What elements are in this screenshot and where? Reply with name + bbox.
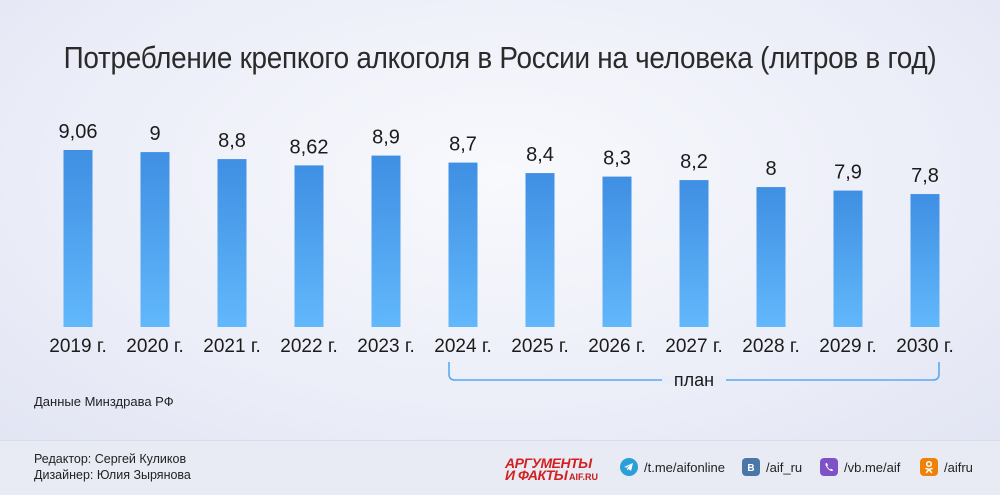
telegram-icon (620, 458, 638, 476)
value-label-11: 7,9 (834, 162, 862, 184)
category-label-4: 2022 г. (280, 336, 337, 357)
viber-icon (820, 458, 838, 476)
chart-title: Потребление крепкого алкоголя в России н… (63, 40, 937, 75)
bar-8 (602, 176, 632, 327)
odnoklassniki-icon (920, 458, 938, 476)
social-vk[interactable]: B /aif_ru (742, 457, 802, 477)
category-label-12: 2030 г. (896, 336, 953, 357)
source-note: Данные Минздрава РФ (34, 394, 174, 409)
category-label-10: 2028 г. (742, 336, 799, 357)
value-label-6: 8,7 (449, 134, 477, 156)
chart-area: Потребление крепкого алкоголя в России н… (0, 0, 1000, 440)
vk-icon: B (742, 458, 760, 476)
bar-4 (294, 165, 324, 327)
editor-credit: Редактор: Сергей Куликов (34, 452, 187, 466)
category-label-3: 2021 г. (203, 336, 260, 357)
footer: Редактор: Сергей Куликов Дизайнер: Юлия … (0, 440, 1000, 495)
logo-line1: АРГУМЕНТЫ (505, 455, 592, 471)
svg-text:B: B (747, 463, 754, 474)
aif-logo[interactable]: АРГУМЕНТЫ И ФАКТЫ AIF.RU (505, 455, 607, 483)
logo-line2: И ФАКТЫ (505, 467, 568, 483)
bar-10 (756, 187, 786, 327)
value-label-3: 8,8 (218, 130, 246, 152)
bar-3 (217, 159, 247, 327)
logo-site: AIF.RU (569, 472, 598, 482)
value-label-1: 9,06 (59, 121, 98, 143)
bar-6 (448, 162, 478, 327)
bar-chart: 9,06 2019 г. 9 2020 г. 8,8 2021 г. 8,62 2022 г.… (49, 121, 953, 390)
plan-label: план (674, 370, 714, 390)
category-label-6: 2024 г. (434, 336, 491, 357)
category-label-9: 2027 г. (665, 336, 722, 357)
designer-credit: Дизайнер: Юлия Зырянова (34, 468, 191, 482)
plan-label-gap (662, 376, 726, 384)
viber-label: /vb.me/aif (844, 459, 901, 475)
value-label-5: 8,9 (372, 127, 400, 149)
value-label-12: 7,8 (911, 165, 939, 187)
bar-11 (833, 190, 863, 327)
value-label-2: 9 (149, 123, 160, 145)
social-odnoklassniki[interactable]: /aifru (920, 457, 973, 477)
telegram-label: /t.me/aifonline (644, 459, 725, 475)
bar-7 (525, 173, 555, 327)
social-viber[interactable]: /vb.me/aif (820, 457, 900, 477)
bar-1 (63, 150, 93, 327)
category-label-11: 2029 г. (819, 336, 876, 357)
category-label-2: 2020 г. (126, 336, 183, 357)
bar-5 (371, 155, 401, 327)
value-label-10: 8 (765, 158, 776, 180)
value-label-9: 8,2 (680, 151, 708, 173)
odnoklassniki-label: /aifru (944, 459, 973, 475)
bars-layer: 9,06 2019 г. 9 2020 г. 8,8 2021 г. 8,62 2022 г.… (49, 121, 953, 357)
category-label-1: 2019 г. (49, 336, 106, 357)
social-telegram[interactable]: /t.me/aifonline (620, 457, 725, 477)
category-label-5: 2023 г. (357, 336, 414, 357)
value-label-8: 8,3 (603, 148, 631, 170)
value-label-7: 8,4 (526, 144, 554, 166)
value-label-4: 8,62 (290, 136, 329, 158)
bar-12 (910, 194, 940, 327)
vk-label: /aif_ru (766, 459, 803, 475)
bar-9 (679, 180, 709, 327)
bar-2 (140, 152, 170, 327)
category-label-8: 2026 г. (588, 336, 645, 357)
category-label-7: 2025 г. (511, 336, 568, 357)
